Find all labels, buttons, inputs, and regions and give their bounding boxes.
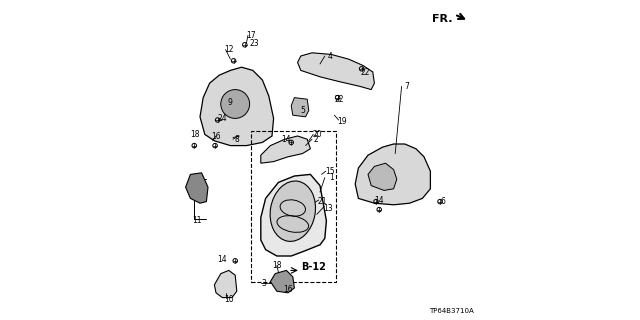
Text: 12: 12 [224,45,234,54]
Polygon shape [261,136,310,163]
Ellipse shape [270,181,316,241]
Polygon shape [261,174,326,256]
Text: 14: 14 [282,135,291,144]
Text: 22: 22 [360,68,369,76]
Text: 11: 11 [192,216,202,225]
Text: 13: 13 [323,204,333,212]
Polygon shape [291,98,309,117]
Text: 14: 14 [374,196,384,204]
Text: 20: 20 [312,130,323,139]
Text: FR.: FR. [432,14,453,24]
Text: 5: 5 [300,106,305,115]
Text: 16: 16 [283,285,293,294]
Text: 17: 17 [246,31,256,40]
Text: 18: 18 [191,130,200,139]
Polygon shape [355,144,430,205]
Text: 10: 10 [224,295,234,304]
Text: 3: 3 [262,279,266,288]
Text: 15: 15 [324,167,335,176]
Polygon shape [214,270,237,298]
Text: 14: 14 [218,255,227,264]
Text: TP64B3710A: TP64B3710A [429,308,474,314]
Polygon shape [368,163,397,190]
Polygon shape [298,53,374,90]
Text: 22: 22 [335,95,344,104]
Text: 9: 9 [228,98,233,107]
Text: 19: 19 [337,117,348,126]
Text: 16: 16 [211,132,221,140]
Text: 6: 6 [441,197,445,206]
Polygon shape [186,173,208,203]
Text: 21: 21 [318,197,327,206]
Bar [251,131,336,282]
Text: 2: 2 [314,135,318,144]
Text: 23: 23 [250,39,259,48]
Text: 1: 1 [329,173,333,182]
Circle shape [221,90,250,118]
Polygon shape [200,67,274,146]
Text: 18: 18 [272,261,282,270]
Text: B-12: B-12 [301,262,326,272]
Text: 7: 7 [404,82,409,91]
Polygon shape [270,270,294,293]
Text: 24: 24 [218,114,227,123]
Text: 4: 4 [327,52,332,60]
Text: 8: 8 [234,135,239,144]
